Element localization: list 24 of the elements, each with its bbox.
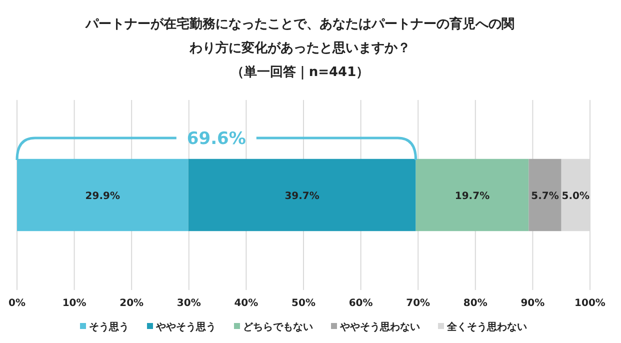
- legend-label: そう思う: [89, 321, 129, 333]
- x-tick-label: 10%: [62, 298, 86, 309]
- data-label: 5.7%: [531, 191, 559, 202]
- x-tick-label: 40%: [234, 298, 258, 309]
- legend-label: 全くそう思わない: [446, 321, 527, 333]
- x-tick-label: 60%: [348, 298, 373, 309]
- x-tick-label: 100%: [574, 298, 606, 309]
- data-label: 19.7%: [454, 191, 490, 202]
- x-tick-label: 20%: [120, 298, 144, 309]
- x-tick-label: 90%: [520, 298, 545, 309]
- x-tick-label: 80%: [463, 298, 488, 309]
- x-tick-label: 70%: [406, 298, 430, 309]
- chart-title: パートナーが在宅勤務になったことで、あなたはパートナーの育児への関わり方に変化があったと思いますか？: [84, 16, 514, 56]
- legend-label: どちらでもない: [243, 322, 313, 333]
- chart-subtitle: （単一回答｜n=441）: [230, 65, 370, 80]
- x-tick-label: 30%: [176, 298, 201, 309]
- data-label: 29.9%: [85, 191, 120, 202]
- legend-label: ややそう思う: [155, 321, 216, 333]
- x-tick-label: 0%: [8, 298, 26, 309]
- data-label: 5.0%: [562, 191, 590, 202]
- data-label: 39.7%: [284, 191, 320, 202]
- legend-label: ややそう思わない: [339, 321, 420, 333]
- annotation: 69.6%: [186, 129, 246, 149]
- x-tick-label: 50%: [292, 298, 316, 309]
